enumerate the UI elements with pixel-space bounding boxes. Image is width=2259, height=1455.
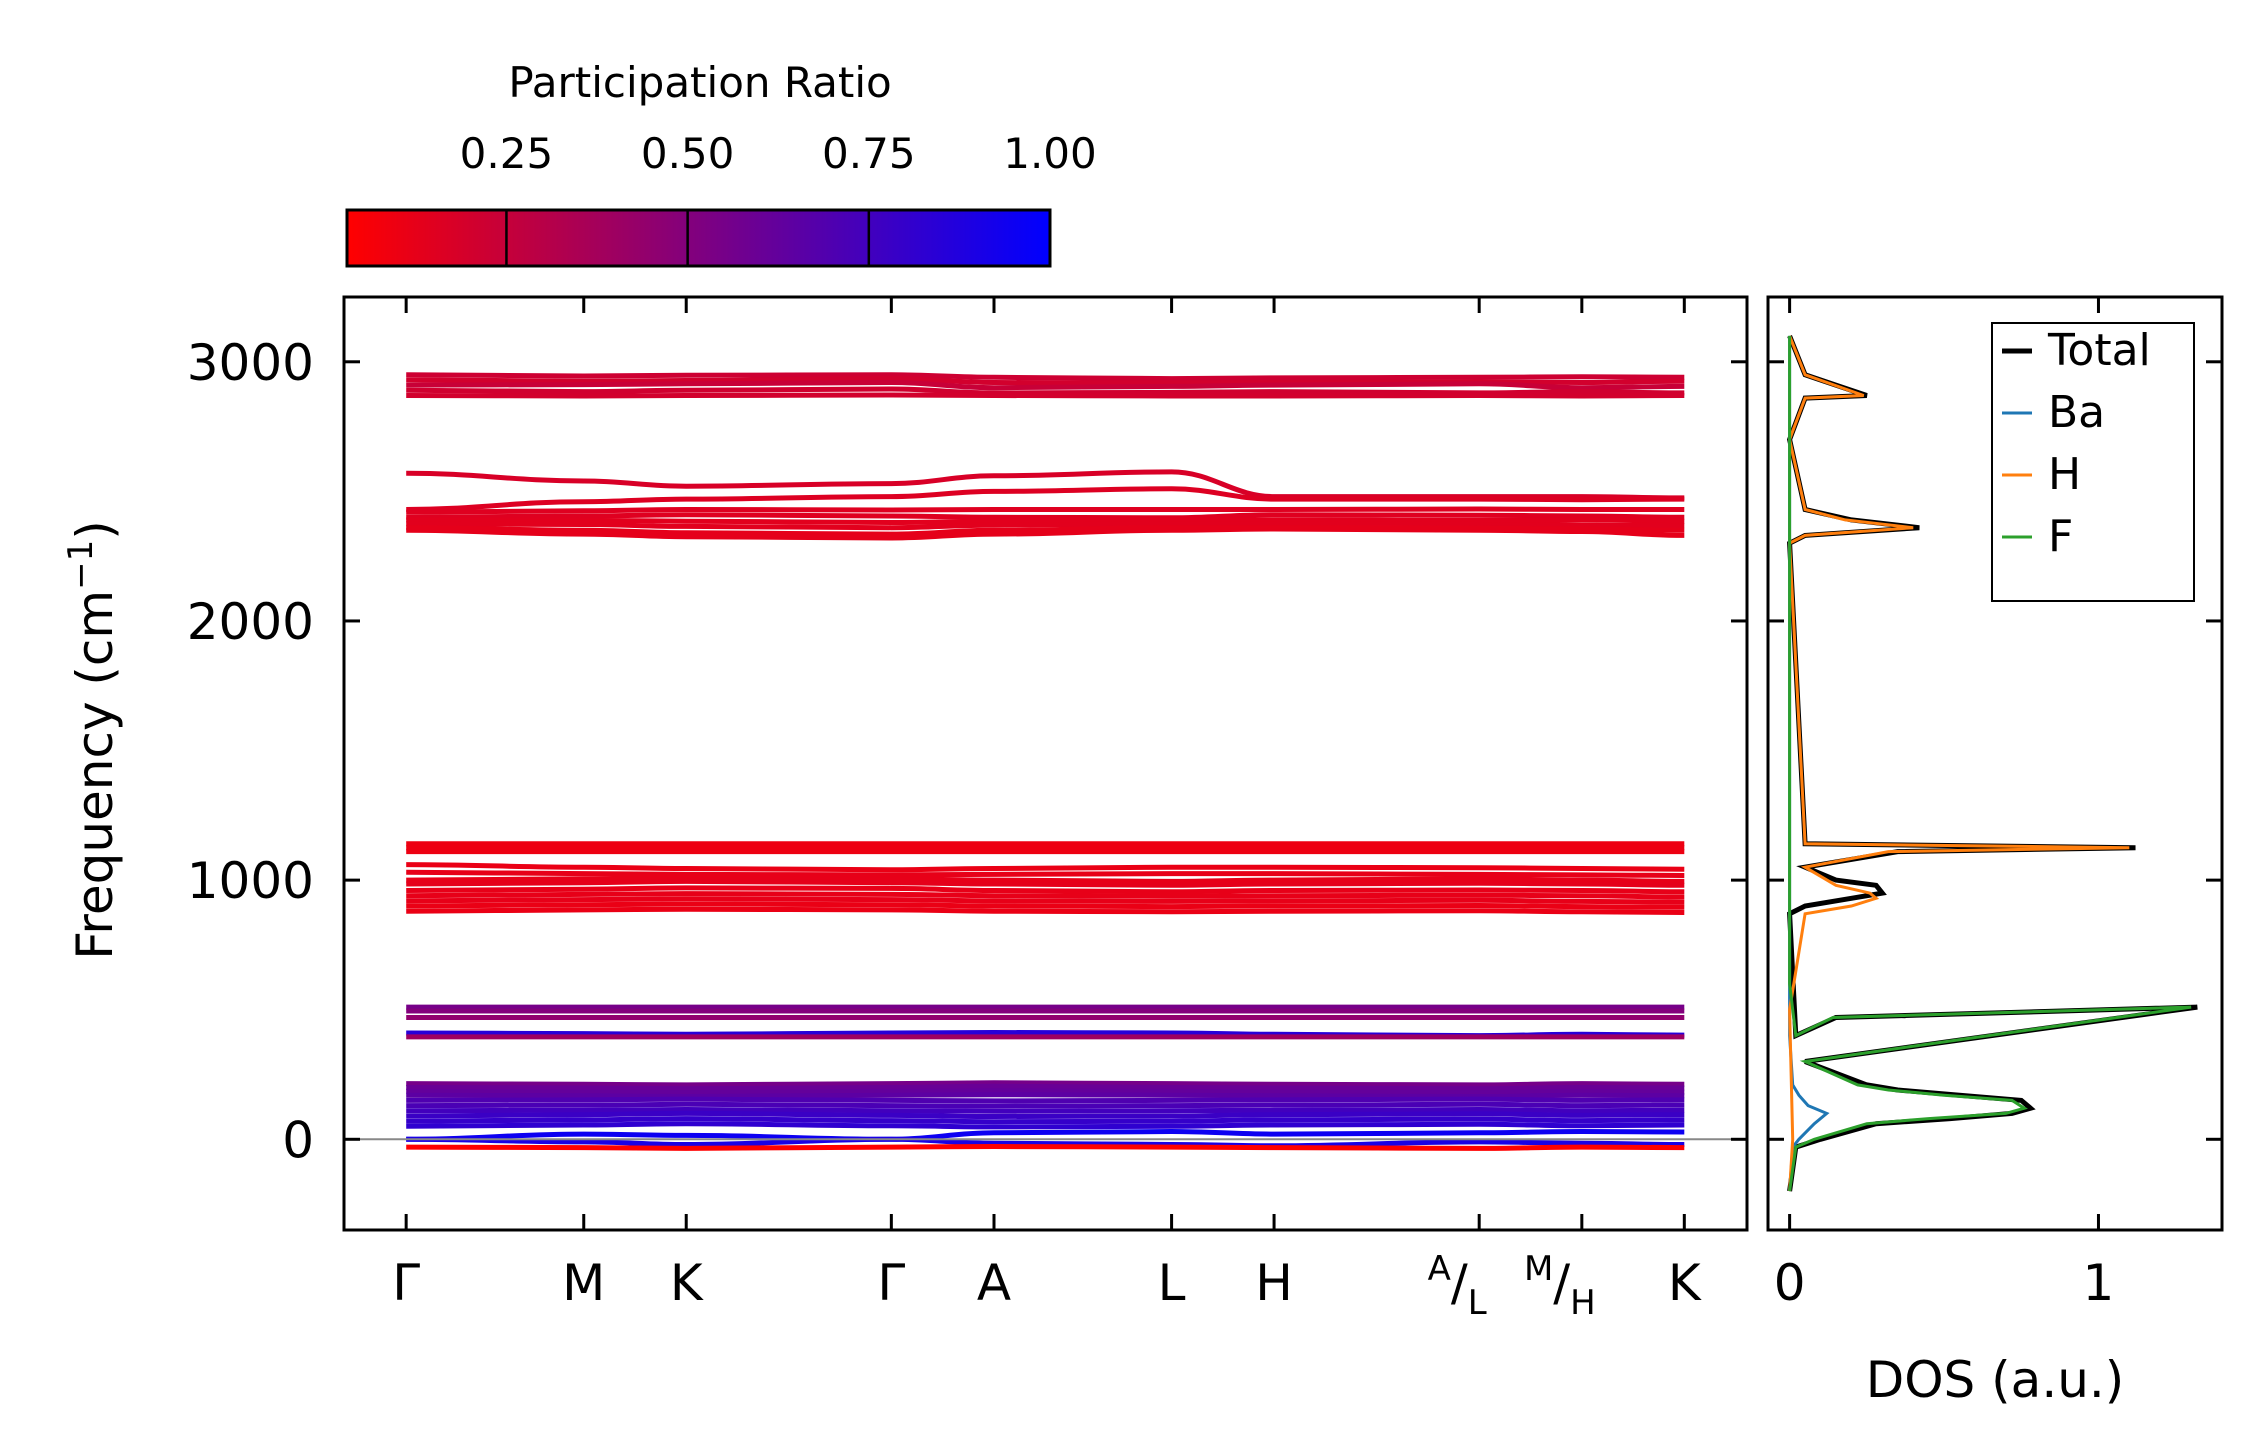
legend-label: H xyxy=(2048,449,2081,500)
band-line xyxy=(406,1128,1685,1142)
band-axes-frame xyxy=(342,295,1749,1232)
high-symmetry-label: M/H xyxy=(1524,1249,1596,1323)
high-symmetry-label: Γ xyxy=(877,1254,905,1312)
band-line xyxy=(406,386,1685,396)
high-symmetry-label: M xyxy=(562,1254,605,1312)
band-line xyxy=(406,379,1685,391)
band-line xyxy=(406,521,1685,531)
high-symmetry-label: A xyxy=(977,1254,1011,1312)
ylabel-exponent: −1 xyxy=(61,540,101,590)
band-line xyxy=(406,1121,1685,1130)
y-tick-label: 2000 xyxy=(187,593,314,651)
ylabel-close: ) xyxy=(66,520,124,540)
legend-label: F xyxy=(2048,511,2073,562)
dos-x-tick-label: 0 xyxy=(1774,1254,1806,1312)
band-lines xyxy=(406,372,1685,1151)
band-line xyxy=(406,1116,1685,1125)
band-line xyxy=(406,469,1685,501)
band-line xyxy=(406,885,1685,895)
dos-legend: Total Ba HF xyxy=(1991,322,2195,602)
frequency-axis-label: Frequency (cm−1) xyxy=(61,520,124,960)
band-line xyxy=(406,1143,1685,1151)
colorbar-ticks: 0.25 0.50 0.75 1.00 xyxy=(460,129,1097,266)
band-line xyxy=(406,891,1685,900)
band-line xyxy=(406,376,1685,386)
colorbar-tick-label: 1.00 xyxy=(1003,129,1097,178)
band-line xyxy=(406,1092,1685,1100)
colorbar-tick-label: 0.25 xyxy=(460,129,554,178)
high-symmetry-label: A/L xyxy=(1428,1249,1487,1323)
high-symmetry-label: K xyxy=(1668,1254,1702,1312)
band-line xyxy=(406,901,1685,910)
band-line xyxy=(406,878,1685,888)
band-line xyxy=(406,862,1685,873)
band-line xyxy=(406,486,1685,512)
band-line xyxy=(406,1110,1685,1120)
dos-axes-frame xyxy=(1766,295,2224,1232)
band-line xyxy=(406,1083,1685,1092)
colorbar-label: Participation Ratio xyxy=(508,58,891,107)
band-line xyxy=(406,512,1685,521)
band-line xyxy=(406,1096,1685,1104)
band-line xyxy=(406,896,1685,905)
band-line xyxy=(406,1080,1685,1088)
band-line xyxy=(406,906,1685,915)
band-structure-panel: 0 1000 2000 3000 Γ M K Γ A L H A/L M/H K Frequency (… xyxy=(61,295,1749,1323)
high-symmetry-label: L xyxy=(1158,1254,1186,1312)
dos-x-tick-label: 1 xyxy=(2083,1254,2115,1312)
high-symmetry-axis: Γ M K Γ A L H A/L M/H K xyxy=(392,297,1702,1323)
band-line xyxy=(406,1106,1685,1114)
y-tick-label: 1000 xyxy=(187,852,314,910)
legend-label: Ba xyxy=(2048,387,2105,438)
colorbar-tick-label: 0.75 xyxy=(822,129,916,178)
dos-series-h xyxy=(1788,335,2130,1192)
band-line xyxy=(406,372,1685,382)
band-line xyxy=(406,869,1685,878)
legend-label: Total xyxy=(2047,325,2151,376)
band-line xyxy=(406,517,1685,526)
frequency-axis: 0 1000 2000 3000 xyxy=(187,334,1747,1169)
high-symmetry-label: Γ xyxy=(392,1254,420,1312)
y-tick-label: 3000 xyxy=(187,334,314,392)
colorbar: Participation Ratio 0.25 0.50 0.75 1.00 xyxy=(345,58,1097,268)
ylabel-text: Frequency (cm xyxy=(66,590,124,960)
colorbar-gradient xyxy=(345,208,1052,268)
band-line xyxy=(406,874,1685,884)
y-tick-label: 0 xyxy=(282,1111,314,1169)
dos-series-f xyxy=(1788,335,2192,1192)
colorbar-tick-label: 0.50 xyxy=(641,129,735,178)
dos-lines xyxy=(1786,334,2198,1192)
band-line xyxy=(406,506,1685,515)
band-line xyxy=(406,1101,1685,1109)
high-symmetry-label: K xyxy=(670,1254,704,1312)
band-line xyxy=(406,1088,1685,1096)
band-line xyxy=(406,392,1685,399)
high-symmetry-label: H xyxy=(1255,1254,1293,1312)
legend-frame xyxy=(1991,322,2195,602)
band-line xyxy=(406,526,1685,541)
band-line xyxy=(406,1136,1685,1149)
dos-axis-label: DOS (a.u.) xyxy=(1866,1351,2125,1409)
